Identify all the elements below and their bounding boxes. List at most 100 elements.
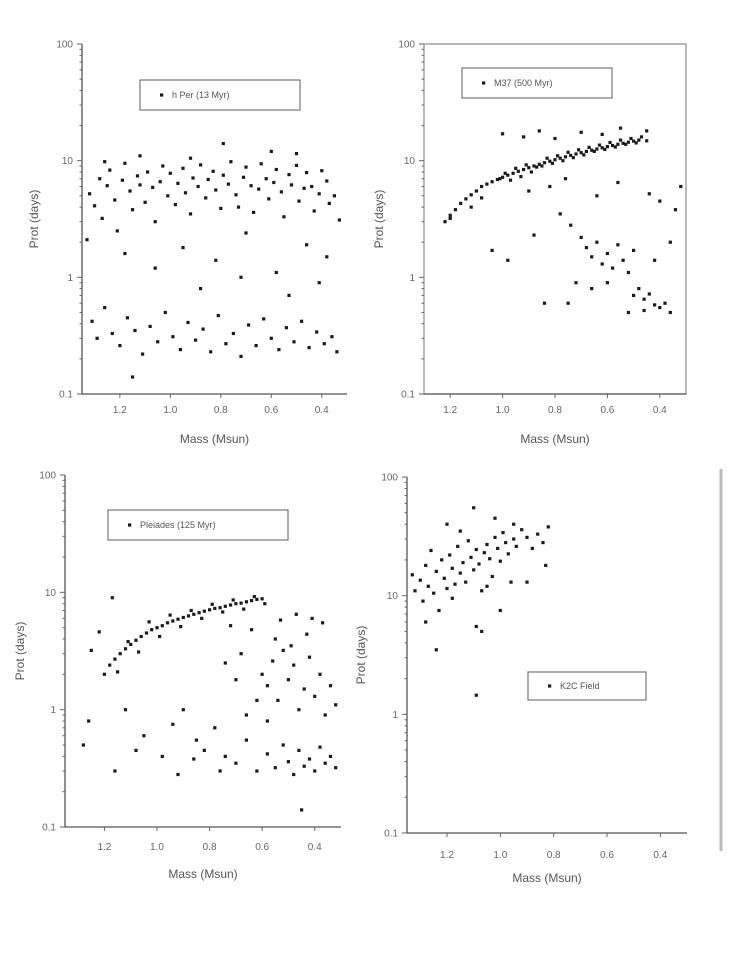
data-point bbox=[668, 240, 672, 244]
data-point bbox=[645, 129, 649, 133]
data-point bbox=[134, 748, 138, 752]
y-tick-label: 1 bbox=[67, 273, 73, 284]
data-point bbox=[453, 582, 457, 586]
data-point bbox=[213, 606, 217, 610]
data-point bbox=[279, 190, 283, 194]
data-point bbox=[474, 189, 478, 193]
data-point bbox=[202, 748, 206, 752]
data-point bbox=[128, 189, 132, 193]
data-point bbox=[597, 143, 602, 147]
data-point bbox=[330, 335, 334, 339]
data-point bbox=[442, 576, 446, 580]
data-point bbox=[535, 165, 539, 169]
y-tick-label: 100 bbox=[56, 40, 73, 51]
data-point bbox=[313, 769, 317, 773]
data-point bbox=[81, 743, 85, 747]
data-point bbox=[469, 205, 473, 209]
data-point bbox=[624, 142, 628, 146]
data-point bbox=[509, 580, 513, 584]
x-tick-label: 1.2 bbox=[440, 850, 454, 861]
data-points bbox=[410, 506, 550, 697]
data-point bbox=[605, 281, 609, 285]
data-point bbox=[480, 629, 484, 633]
data-point bbox=[125, 316, 129, 320]
data-point bbox=[437, 608, 441, 613]
data-point bbox=[632, 293, 636, 297]
data-point bbox=[130, 375, 135, 379]
data-point bbox=[118, 652, 122, 656]
data-point bbox=[186, 614, 191, 618]
data-point bbox=[574, 281, 578, 285]
data-point bbox=[440, 558, 444, 562]
data-point bbox=[498, 608, 502, 613]
data-point bbox=[231, 331, 235, 336]
data-points bbox=[85, 142, 341, 379]
data-point bbox=[189, 608, 193, 613]
data-point bbox=[147, 620, 151, 624]
data-point bbox=[138, 154, 142, 158]
x-tick-label: 0.6 bbox=[255, 842, 269, 853]
x-tick-label: 0.6 bbox=[264, 405, 278, 416]
data-point bbox=[85, 238, 89, 242]
data-point bbox=[255, 698, 259, 702]
data-point bbox=[605, 251, 609, 256]
data-point bbox=[144, 631, 149, 635]
legend-marker bbox=[160, 93, 164, 97]
data-point bbox=[289, 644, 293, 648]
data-point bbox=[522, 167, 526, 172]
data-point bbox=[206, 177, 210, 182]
data-point bbox=[424, 620, 428, 624]
data-point bbox=[616, 180, 620, 185]
data-point bbox=[493, 516, 497, 520]
data-point bbox=[472, 568, 476, 572]
data-point bbox=[418, 578, 422, 582]
data-point bbox=[274, 270, 278, 275]
data-point bbox=[231, 598, 235, 602]
data-point bbox=[218, 769, 222, 773]
data-point bbox=[138, 183, 142, 187]
x-tick-label: 1.0 bbox=[163, 405, 177, 416]
data-point bbox=[236, 205, 241, 209]
data-point bbox=[647, 192, 651, 196]
data-point bbox=[577, 148, 581, 152]
data-point bbox=[214, 258, 218, 262]
data-point bbox=[503, 171, 507, 175]
data-point bbox=[150, 628, 154, 632]
data-point bbox=[250, 628, 254, 632]
data-point bbox=[325, 179, 329, 183]
data-point bbox=[448, 213, 452, 217]
data-point bbox=[537, 162, 541, 166]
y-tick-label: 100 bbox=[381, 473, 398, 484]
data-point bbox=[506, 173, 510, 177]
data-point bbox=[519, 175, 523, 179]
data-point bbox=[273, 766, 277, 770]
data-point bbox=[626, 270, 630, 275]
legend: h Per (13 Myr) bbox=[139, 79, 301, 111]
data-point bbox=[223, 661, 227, 665]
data-point bbox=[277, 348, 281, 352]
data-point bbox=[133, 328, 137, 333]
data-point bbox=[569, 223, 573, 227]
data-point bbox=[142, 734, 146, 738]
y-tick-label: 0.1 bbox=[401, 390, 415, 401]
data-point bbox=[472, 506, 476, 510]
data-point bbox=[224, 342, 228, 346]
data-point bbox=[524, 163, 528, 167]
data-point bbox=[490, 248, 494, 252]
data-point bbox=[287, 173, 291, 177]
data-point bbox=[292, 663, 296, 667]
data-point bbox=[307, 655, 312, 659]
data-point bbox=[458, 529, 462, 533]
data-point bbox=[274, 167, 278, 172]
data-point bbox=[244, 600, 248, 604]
data-point bbox=[286, 760, 290, 764]
data-point bbox=[265, 719, 269, 723]
data-point bbox=[300, 319, 304, 323]
data-point bbox=[93, 204, 97, 208]
data-point bbox=[176, 181, 180, 185]
data-point bbox=[424, 563, 428, 567]
data-point bbox=[511, 171, 515, 175]
data-point bbox=[239, 275, 243, 279]
data-point bbox=[608, 140, 612, 145]
data-point bbox=[626, 310, 630, 315]
